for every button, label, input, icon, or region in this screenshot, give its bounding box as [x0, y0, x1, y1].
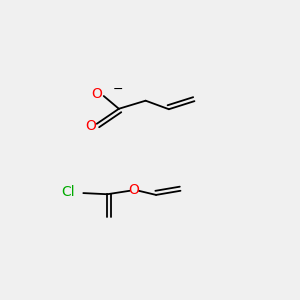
- Text: Cl: Cl: [61, 185, 75, 200]
- Text: −: −: [112, 83, 123, 96]
- Text: O: O: [85, 118, 96, 133]
- Text: O: O: [92, 87, 103, 101]
- Text: O: O: [129, 183, 140, 197]
